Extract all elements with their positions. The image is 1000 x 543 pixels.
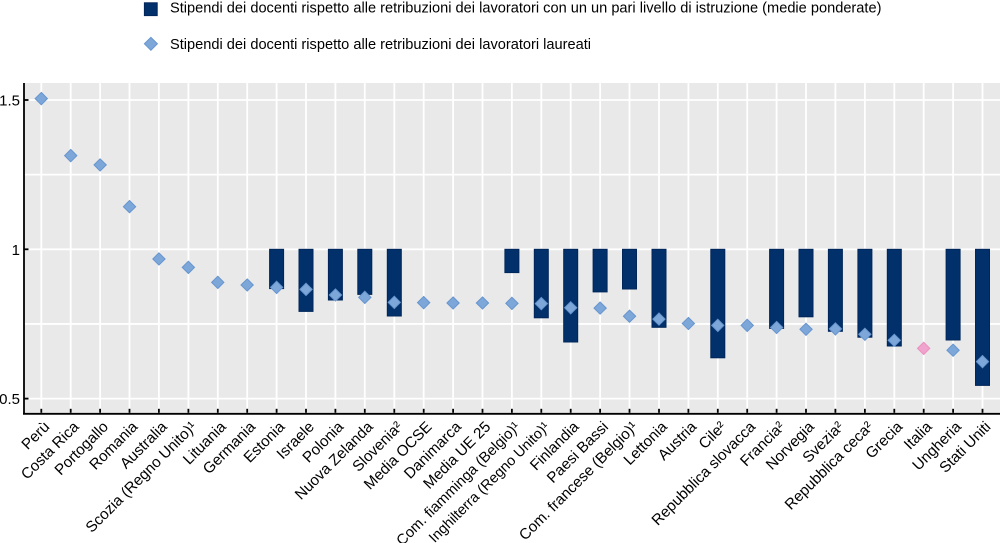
- svg-text:1: 1: [12, 242, 20, 259]
- svg-text:0.5: 0.5: [0, 391, 20, 408]
- svg-text:Stipendi dei docenti rispetto: Stipendi dei docenti rispetto alle retri…: [170, 1, 881, 17]
- svg-text:Stipendi dei docenti rispetto: Stipendi dei docenti rispetto alle retri…: [170, 37, 591, 53]
- svg-text:1.5: 1.5: [0, 93, 20, 110]
